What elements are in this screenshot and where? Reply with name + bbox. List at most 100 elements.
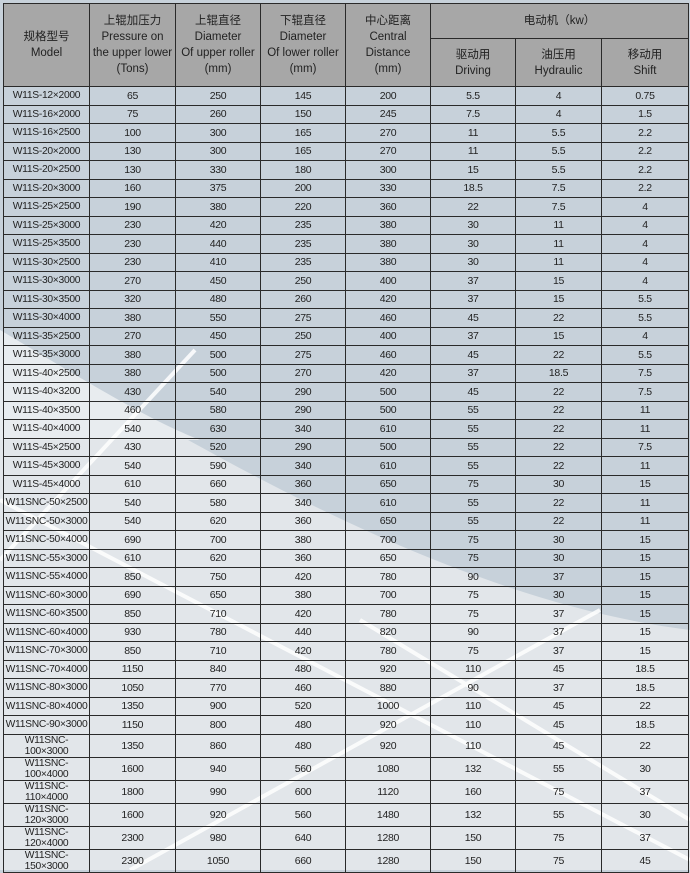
cell-lower-diameter: 560 (260, 802, 346, 827)
cell-shift: 15 (601, 585, 689, 605)
header-upper-en1: Diameter (194, 31, 242, 43)
cell-upper-diameter: 410 (175, 252, 261, 272)
cell-central-distance: 780 (345, 567, 431, 587)
cell-hydraulic: 4 (515, 104, 602, 124)
table-row: W11S-30×3000 270 450 250 400 37 15 4 (3, 271, 689, 291)
header-motor: 电动机（kw） (430, 3, 689, 39)
cell-central-distance: 500 (345, 437, 431, 457)
cell-central-distance: 700 (345, 585, 431, 605)
cell-model: W11SNC-70×4000 (3, 659, 90, 679)
cell-driving: 110 (430, 715, 516, 735)
cell-central-distance: 245 (345, 104, 431, 124)
cell-upper-diameter: 480 (175, 289, 261, 309)
header-model-en: Model (30, 47, 63, 59)
cell-model: W11S-20×2000 (3, 141, 90, 161)
cell-lower-diameter: 360 (260, 511, 346, 531)
cell-hydraulic: 7.5 (515, 197, 602, 217)
cell-pressure: 100 (89, 123, 176, 143)
cell-central-distance: 500 (345, 382, 431, 402)
header-shift-zh: 移动用 (627, 48, 663, 61)
cell-pressure: 430 (89, 382, 176, 402)
cell-hydraulic: 22 (515, 456, 602, 476)
cell-central-distance: 460 (345, 345, 431, 365)
cell-model: W11S-16×2000 (3, 104, 90, 124)
table-row: W11S-12×2000 65 250 145 200 5.5 4 0.75 (3, 86, 689, 106)
cell-shift: 2.2 (601, 123, 689, 143)
cell-lower-diameter: 275 (260, 308, 346, 328)
cell-driving: 132 (430, 756, 516, 781)
cell-driving: 132 (430, 802, 516, 827)
cell-shift: 11 (601, 400, 689, 420)
cell-shift: 4 (601, 215, 689, 235)
cell-central-distance: 270 (345, 141, 431, 161)
header-pressure-zh: 上辊加压力 (103, 15, 162, 27)
cell-lower-diameter: 600 (260, 779, 346, 804)
cell-driving: 75 (430, 585, 516, 605)
header-upper-zh: 上辊直径 (195, 15, 241, 27)
table-row: W11SNC-60×3500 850 710 420 780 75 37 15 (3, 604, 689, 624)
cell-central-distance: 1280 (345, 848, 431, 873)
cell-shift: 5.5 (601, 345, 689, 365)
cell-driving: 18.5 (430, 178, 516, 198)
cell-hydraulic: 7.5 (515, 178, 602, 198)
cell-lower-diameter: 250 (260, 326, 346, 346)
cell-hydraulic: 30 (515, 585, 602, 605)
cell-central-distance: 300 (345, 160, 431, 180)
cell-shift: 15 (601, 567, 689, 587)
cell-central-distance: 610 (345, 493, 431, 513)
cell-upper-diameter: 500 (175, 345, 261, 365)
cell-shift: 15 (601, 622, 689, 642)
header-lower-unit: (mm) (289, 63, 317, 75)
cell-upper-diameter: 660 (175, 474, 261, 494)
table-row: W11S-35×2500 270 450 250 400 37 15 4 (3, 326, 689, 346)
table-row: W11S-45×2500 430 520 290 500 55 22 7.5 (3, 437, 689, 457)
cell-shift: 30 (601, 756, 689, 781)
header-upper-unit: (mm) (204, 63, 232, 75)
header-hydraulic-en: Hydraulic (534, 64, 583, 77)
cell-central-distance: 400 (345, 326, 431, 346)
header-shift: 移动用 Shift (601, 38, 689, 87)
table-row: W11SNC-80×4000 1350 900 520 1000 110 45 22 (3, 696, 689, 716)
cell-pressure: 610 (89, 548, 176, 568)
cell-central-distance: 920 (345, 659, 431, 679)
cell-driving: 45 (430, 382, 516, 402)
cell-driving: 45 (430, 308, 516, 328)
cell-driving: 7.5 (430, 104, 516, 124)
cell-shift: 22 (601, 733, 689, 758)
table-row: W11SNC-80×3000 1050 770 460 880 90 37 18.5 (3, 678, 689, 698)
cell-lower-diameter: 360 (260, 548, 346, 568)
cell-upper-diameter: 590 (175, 456, 261, 476)
cell-central-distance: 610 (345, 456, 431, 476)
cell-lower-diameter: 235 (260, 215, 346, 235)
cell-central-distance: 420 (345, 289, 431, 309)
cell-pressure: 130 (89, 141, 176, 161)
cell-driving: 5.5 (430, 86, 516, 106)
cell-model: W11SNC-55×3000 (3, 548, 90, 568)
cell-hydraulic: 75 (515, 825, 602, 850)
cell-driving: 75 (430, 641, 516, 661)
header-lower-zh: 下辊直径 (280, 15, 326, 27)
cell-model: W11SNC-70×3000 (3, 641, 90, 661)
header-driving-en: Driving (455, 64, 491, 77)
table-row: W11S-30×4000 380 550 275 460 45 22 5.5 (3, 308, 689, 328)
cell-shift: 15 (601, 474, 689, 494)
cell-shift: 30 (601, 802, 689, 827)
cell-model: W11S-16×2500 (3, 123, 90, 143)
table-row: W11S-35×3000 380 500 275 460 45 22 5.5 (3, 345, 689, 365)
cell-shift: 7.5 (601, 382, 689, 402)
cell-lower-diameter: 200 (260, 178, 346, 198)
cell-upper-diameter: 620 (175, 511, 261, 531)
cell-model: W11S-45×3000 (3, 456, 90, 476)
cell-hydraulic: 75 (515, 848, 602, 873)
cell-driving: 37 (430, 363, 516, 383)
cell-driving: 30 (430, 215, 516, 235)
cell-driving: 37 (430, 289, 516, 309)
cell-lower-diameter: 420 (260, 567, 346, 587)
cell-upper-diameter: 940 (175, 756, 261, 781)
cell-hydraulic: 45 (515, 733, 602, 758)
cell-driving: 11 (430, 141, 516, 161)
cell-shift: 4 (601, 234, 689, 254)
cell-central-distance: 420 (345, 363, 431, 383)
cell-driving: 150 (430, 848, 516, 873)
cell-lower-diameter: 480 (260, 659, 346, 679)
